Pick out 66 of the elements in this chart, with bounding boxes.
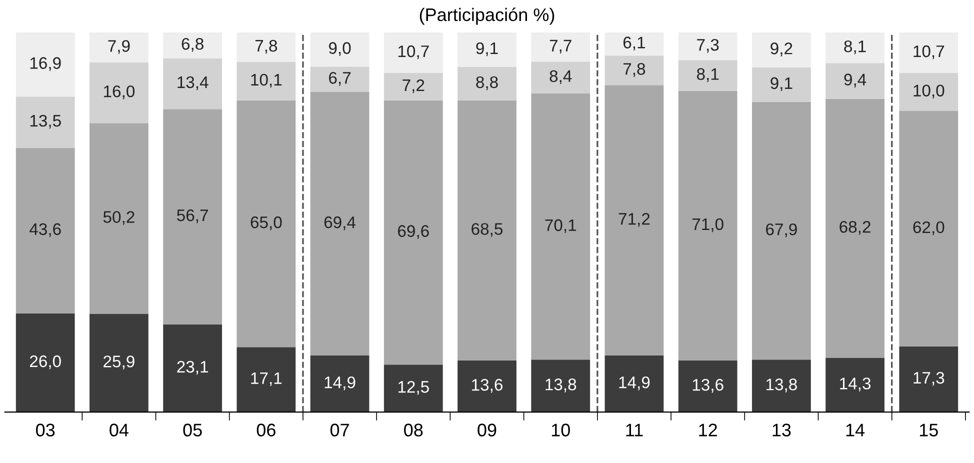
data-label: 13,4 <box>178 76 208 90</box>
data-label: 9,1 <box>770 77 792 92</box>
chart-title: (Participación %) <box>420 8 554 25</box>
data-label: 65,0 <box>250 216 282 230</box>
data-label: 69,4 <box>324 216 356 230</box>
x-tick-label: 06 <box>256 424 276 436</box>
x-tick-label: 13 <box>772 424 791 436</box>
data-label: 14,9 <box>619 376 650 390</box>
x-tick-label: 04 <box>110 424 128 436</box>
data-label: 7,8 <box>623 63 646 77</box>
data-label: 14,9 <box>324 376 356 390</box>
data-label: 7,7 <box>550 40 572 54</box>
x-tick-label: 12 <box>699 424 717 436</box>
x-tick-label: 10 <box>552 424 570 436</box>
data-label: 62,0 <box>913 221 944 236</box>
data-label: 10,7 <box>914 45 944 60</box>
data-label: 68,2 <box>840 220 870 235</box>
data-label: 9,0 <box>328 42 351 56</box>
data-label: 6,7 <box>329 72 351 86</box>
data-label: 13,6 <box>472 378 502 393</box>
data-label: 70,1 <box>545 219 576 234</box>
data-label: 68,5 <box>472 223 503 237</box>
x-tick-label: 05 <box>183 424 202 436</box>
data-label: 7,2 <box>402 79 424 94</box>
data-label: 6,8 <box>182 38 204 52</box>
data-label: 7,9 <box>108 40 130 54</box>
x-tick-label: 15 <box>920 424 938 436</box>
data-label: 14,3 <box>840 378 871 392</box>
data-label: 25,9 <box>104 356 134 370</box>
data-label: 8,4 <box>550 70 572 84</box>
data-label: 50,2 <box>103 211 134 225</box>
x-tick-label: 03 <box>36 424 55 436</box>
data-label: 67,9 <box>766 223 797 238</box>
data-label: 6,1 <box>623 36 645 50</box>
data-label: 23,1 <box>177 360 208 375</box>
data-label: 10,7 <box>398 45 429 60</box>
data-label: 7,8 <box>255 40 278 54</box>
x-tick-label: 08 <box>404 424 423 436</box>
data-label: 43,6 <box>30 223 61 238</box>
data-label: 10,0 <box>914 84 944 98</box>
data-label: 17,1 <box>251 372 282 386</box>
data-label: 17,3 <box>914 372 944 386</box>
data-label: 56,7 <box>177 209 208 224</box>
data-label: 13,5 <box>30 114 61 129</box>
data-label: 8,8 <box>476 76 498 90</box>
data-label: 7,3 <box>697 38 719 53</box>
x-tick-label: 07 <box>330 424 349 436</box>
data-label: 9,1 <box>476 42 498 56</box>
data-label: 69,6 <box>398 225 429 239</box>
data-label: 26,0 <box>30 355 61 370</box>
data-label: 71,0 <box>692 218 724 232</box>
data-label: 12,5 <box>398 381 429 395</box>
x-tick-label: 14 <box>846 424 865 436</box>
data-label: 8,1 <box>696 68 719 82</box>
x-tick-label: 11 <box>626 424 643 436</box>
data-label: 9,2 <box>770 42 792 56</box>
data-label: 16,9 <box>30 57 61 71</box>
data-label: 10,1 <box>251 74 282 88</box>
data-label: 8,1 <box>844 40 866 54</box>
data-label: 9,4 <box>844 74 866 88</box>
data-label: 71,2 <box>618 213 650 227</box>
data-label: 13,6 <box>692 378 724 393</box>
data-label: 13,8 <box>766 378 797 392</box>
data-label: 13,8 <box>546 378 576 392</box>
data-label: 16,0 <box>104 85 135 100</box>
x-tick-label: 09 <box>478 424 496 436</box>
